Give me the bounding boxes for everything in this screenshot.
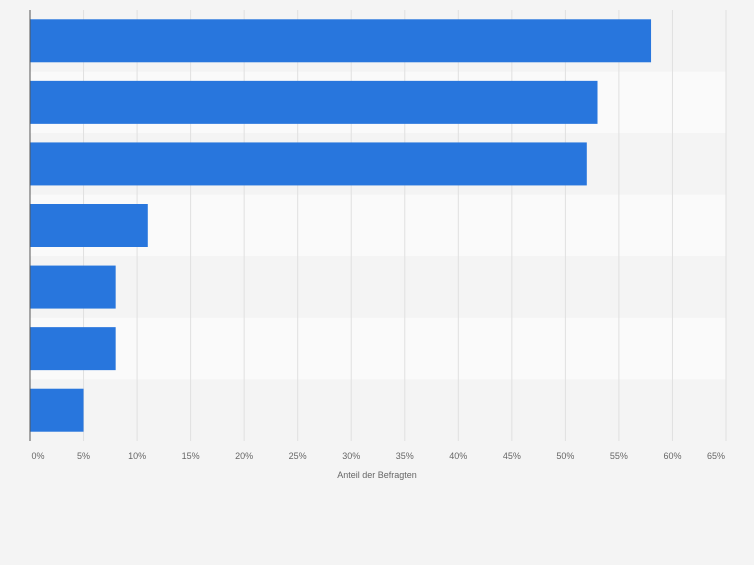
x-tick-label: 10% [128,451,146,461]
x-tick-label: 0% [31,451,44,461]
x-axis-ticks: 0% 5% 10% 15% 20% 25% 30% 35% 40% 45% 50% 55% 60% 65% [31,451,725,461]
x-tick-label: 65% [707,451,725,461]
x-axis-label: Anteil der Befragten [337,470,417,480]
x-tick-label: 20% [235,451,253,461]
x-tick-label: 50% [556,451,574,461]
bar [30,80,598,124]
x-tick-label: 60% [663,451,681,461]
row-band [30,256,726,318]
bar [30,19,652,63]
row-band [30,317,726,380]
x-tick-label: 25% [289,451,307,461]
x-tick-label: 55% [610,451,628,461]
x-tick-label: 30% [342,451,360,461]
x-tick-label: 35% [396,451,414,461]
x-tick-label: 15% [182,451,200,461]
row-band [30,379,726,441]
row-bands [30,10,726,441]
x-tick-label: 45% [503,451,521,461]
bar [30,204,148,247]
bar [30,265,116,309]
bar [30,327,116,371]
x-tick-label: 5% [77,451,90,461]
bar [30,142,587,186]
x-tick-label: 40% [449,451,467,461]
bars [30,19,652,432]
bar [30,388,84,432]
